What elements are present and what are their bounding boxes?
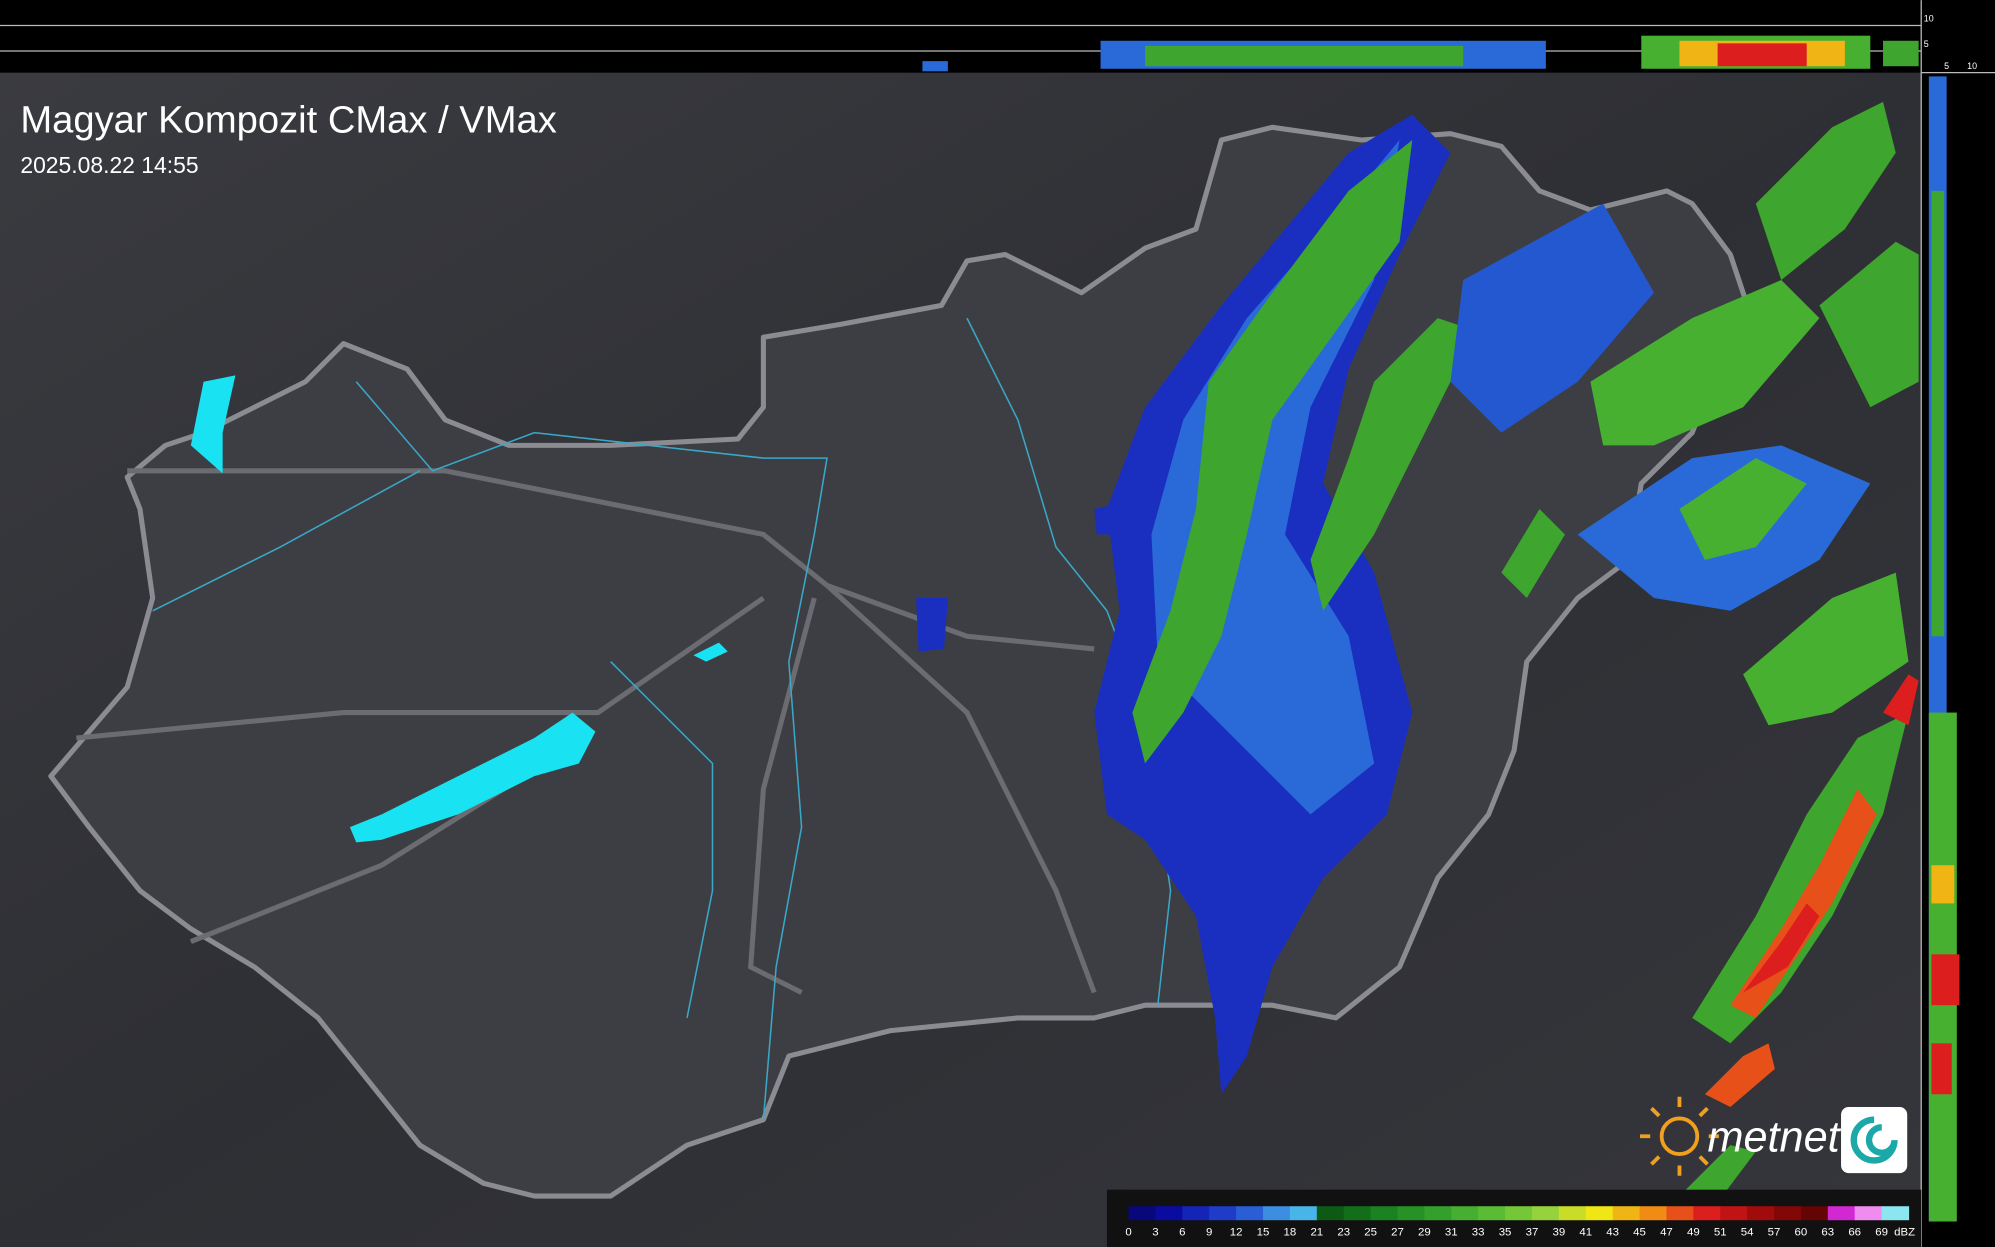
legend-label: 12 — [1230, 1226, 1243, 1238]
legend-swatch — [1827, 1206, 1856, 1221]
legend-label: 35 — [1499, 1226, 1512, 1238]
legend-label: 57 — [1768, 1226, 1781, 1238]
legend-swatch — [1639, 1206, 1668, 1221]
color-legend: 0 3 6 9 12 15 18 21 23 25 27 29 31 33 35 37 39 41 43 45 47 49… — [1125, 1206, 1915, 1238]
legend-swatch — [1370, 1206, 1399, 1221]
legend-label: 18 — [1284, 1226, 1297, 1238]
legend-swatch — [1209, 1206, 1237, 1221]
legend-swatch — [1585, 1206, 1614, 1221]
legend-unit: dBZ — [1894, 1226, 1915, 1238]
legend-label: 29 — [1418, 1226, 1431, 1238]
legend-swatch — [1343, 1206, 1372, 1221]
legend-label: 23 — [1337, 1226, 1350, 1238]
legend-swatch — [1800, 1206, 1829, 1221]
legend-label: 45 — [1633, 1226, 1646, 1238]
profile-axis-label: 5 — [1944, 61, 1949, 71]
legend-swatch — [1424, 1206, 1452, 1221]
legend-label: 25 — [1364, 1226, 1377, 1238]
map-title: Magyar Kompozit CMax / VMax — [20, 98, 556, 141]
legend-label: 60 — [1795, 1226, 1808, 1238]
legend-swatch — [1397, 1206, 1426, 1221]
legend-label: 15 — [1257, 1226, 1270, 1238]
legend-swatch — [1182, 1206, 1210, 1221]
legend-label: 33 — [1472, 1226, 1485, 1238]
legend-label: 49 — [1687, 1226, 1700, 1238]
legend-swatch — [1316, 1206, 1345, 1221]
legend-label: 51 — [1714, 1226, 1727, 1238]
legend-label: 47 — [1660, 1226, 1673, 1238]
legend-swatch — [1236, 1206, 1264, 1221]
legend-swatch — [1747, 1206, 1775, 1221]
legend-label: 39 — [1552, 1226, 1565, 1238]
profile-axes: 10 5 5 10 — [1924, 14, 1977, 71]
legend-label: 54 — [1741, 1226, 1754, 1238]
legend-label: 31 — [1445, 1226, 1458, 1238]
legend-label: 37 — [1526, 1226, 1539, 1238]
legend-label: 27 — [1391, 1226, 1404, 1238]
profile-axis-label: 10 — [1967, 61, 1977, 71]
legend-swatch — [1720, 1206, 1748, 1221]
legend-swatch — [1478, 1206, 1506, 1221]
profile-axis-label: 10 — [1924, 14, 1934, 24]
right-profile-echoes — [1928, 76, 1960, 1222]
logo: metnet — [1640, 1096, 1908, 1176]
legend-label: 41 — [1579, 1226, 1592, 1238]
rivers — [152, 317, 1172, 1120]
legend-swatch — [1155, 1206, 1183, 1221]
legend-swatch — [1558, 1206, 1587, 1221]
legend-swatch — [1774, 1206, 1802, 1221]
legend-swatch — [1128, 1206, 1157, 1221]
legend-label: 9 — [1206, 1226, 1212, 1238]
legend-swatch — [1289, 1206, 1318, 1221]
logo-text: metnet — [1707, 1114, 1841, 1162]
profile-axis-label: 5 — [1924, 39, 1929, 49]
legend-label: 63 — [1821, 1226, 1834, 1238]
legend-label: 0 — [1125, 1226, 1131, 1238]
radar-echoes — [916, 101, 1919, 1203]
lakes — [190, 375, 728, 843]
legend-label: 69 — [1875, 1226, 1888, 1238]
legend-label: 3 — [1152, 1226, 1158, 1238]
top-profile-echoes — [922, 35, 1919, 72]
legend-label: 66 — [1848, 1226, 1861, 1238]
legend-swatch — [1854, 1206, 1883, 1221]
legend-swatch — [1881, 1206, 1910, 1221]
legend-swatch — [1451, 1206, 1479, 1221]
timestamp: 2025.08.22 14:55 — [20, 152, 198, 178]
legend-swatch — [1505, 1206, 1533, 1221]
legend-label: 21 — [1310, 1226, 1323, 1238]
legend-swatch — [1693, 1206, 1721, 1221]
legend-swatch — [1666, 1206, 1694, 1221]
legend-label: 43 — [1606, 1226, 1619, 1238]
legend-swatch — [1531, 1206, 1560, 1221]
legend-label: 6 — [1179, 1226, 1185, 1238]
legend-swatch — [1263, 1206, 1291, 1221]
legend-swatch — [1612, 1206, 1641, 1221]
